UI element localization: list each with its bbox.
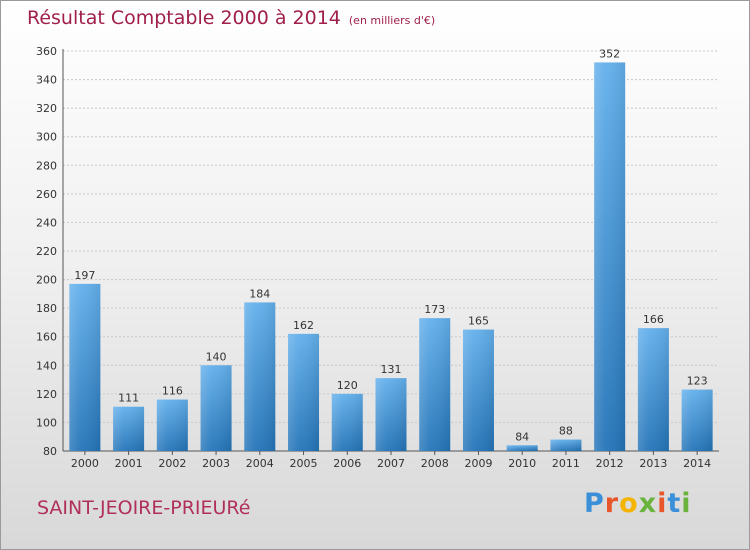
x-tick-label: 2010 bbox=[508, 457, 536, 470]
bar-shine bbox=[288, 333, 320, 451]
y-tick-label: 320 bbox=[36, 102, 57, 115]
y-tick-label: 220 bbox=[36, 245, 57, 258]
data-label: 131 bbox=[381, 363, 402, 376]
bar-shine bbox=[69, 283, 101, 451]
data-label: 173 bbox=[424, 303, 445, 316]
bar-shine bbox=[200, 365, 232, 451]
y-tick-label: 80 bbox=[43, 445, 57, 458]
x-tick-label: 2000 bbox=[71, 457, 99, 470]
bar-shine bbox=[156, 399, 188, 451]
bar-shine bbox=[550, 439, 582, 451]
logo-letter: x bbox=[638, 488, 658, 519]
data-label: 184 bbox=[249, 287, 270, 300]
x-tick-label: 2003 bbox=[202, 457, 230, 470]
data-label: 165 bbox=[468, 315, 489, 328]
bars bbox=[69, 62, 713, 452]
y-tick-label: 120 bbox=[36, 388, 57, 401]
bar-shine bbox=[506, 445, 538, 451]
y-tick-label: 360 bbox=[36, 45, 57, 58]
data-label: 162 bbox=[293, 319, 314, 332]
data-label: 116 bbox=[162, 385, 183, 398]
data-label: 120 bbox=[337, 379, 358, 392]
data-label: 123 bbox=[687, 375, 708, 388]
data-label: 84 bbox=[515, 430, 529, 443]
place-name: SAINT-JEOIRE-PRIEURé bbox=[37, 497, 251, 519]
bar-shine bbox=[681, 389, 713, 451]
logo-letter: t bbox=[667, 488, 682, 519]
y-tick-label: 200 bbox=[36, 274, 57, 287]
logo-letter: r bbox=[604, 488, 620, 519]
x-tick-label: 2008 bbox=[421, 457, 449, 470]
data-label: 111 bbox=[118, 392, 139, 405]
y-tick-label: 100 bbox=[36, 416, 57, 429]
y-tick-label: 140 bbox=[36, 359, 57, 372]
data-label: 352 bbox=[599, 47, 620, 60]
y-tick-label: 240 bbox=[36, 216, 57, 229]
bar-shine bbox=[594, 62, 626, 452]
chart-title: Résultat Comptable 2000 à 2014 (en millie… bbox=[27, 7, 435, 29]
bar-shine bbox=[113, 406, 145, 451]
logo-letter: i bbox=[681, 488, 692, 519]
logo-letter: i bbox=[657, 488, 668, 519]
x-tick-label: 2005 bbox=[290, 457, 318, 470]
logo-letter: o bbox=[619, 488, 639, 519]
y-tick-label: 300 bbox=[36, 131, 57, 144]
bar-shine bbox=[419, 318, 451, 451]
y-tick-label: 160 bbox=[36, 331, 57, 344]
data-label: 166 bbox=[643, 313, 664, 326]
x-tick-label: 2009 bbox=[464, 457, 492, 470]
bar-shine bbox=[331, 393, 363, 451]
y-tick-label: 260 bbox=[36, 188, 57, 201]
y-tick-label: 280 bbox=[36, 159, 57, 172]
labels: 80 100 120 140 160 180 200 220 240 260 280 300 320 34… bbox=[36, 45, 711, 470]
x-tick-label: 2002 bbox=[158, 457, 186, 470]
logo-letter: P bbox=[584, 488, 605, 519]
data-label: 140 bbox=[206, 350, 227, 363]
bar-shine bbox=[637, 328, 669, 451]
y-tick-label: 340 bbox=[36, 74, 57, 87]
data-label: 197 bbox=[74, 269, 95, 282]
x-tick-label: 2014 bbox=[683, 457, 711, 470]
x-tick-label: 2013 bbox=[639, 457, 667, 470]
proxiti-logo: Proxiti bbox=[584, 488, 692, 519]
x-tick-label: 2001 bbox=[115, 457, 143, 470]
title-unit: (en milliers d'€) bbox=[348, 14, 436, 27]
x-tick-label: 2011 bbox=[552, 457, 580, 470]
bar-shine bbox=[462, 329, 494, 451]
title-text: Résultat Comptable 2000 à 2014 bbox=[27, 7, 341, 29]
x-tick-label: 2004 bbox=[246, 457, 274, 470]
data-label: 88 bbox=[559, 425, 573, 438]
x-tick-label: 2012 bbox=[596, 457, 624, 470]
y-tick-label: 180 bbox=[36, 302, 57, 315]
x-tick-label: 2007 bbox=[377, 457, 405, 470]
bar-shine bbox=[375, 378, 407, 451]
bar-shine bbox=[244, 302, 276, 451]
x-tick-label: 2006 bbox=[333, 457, 361, 470]
